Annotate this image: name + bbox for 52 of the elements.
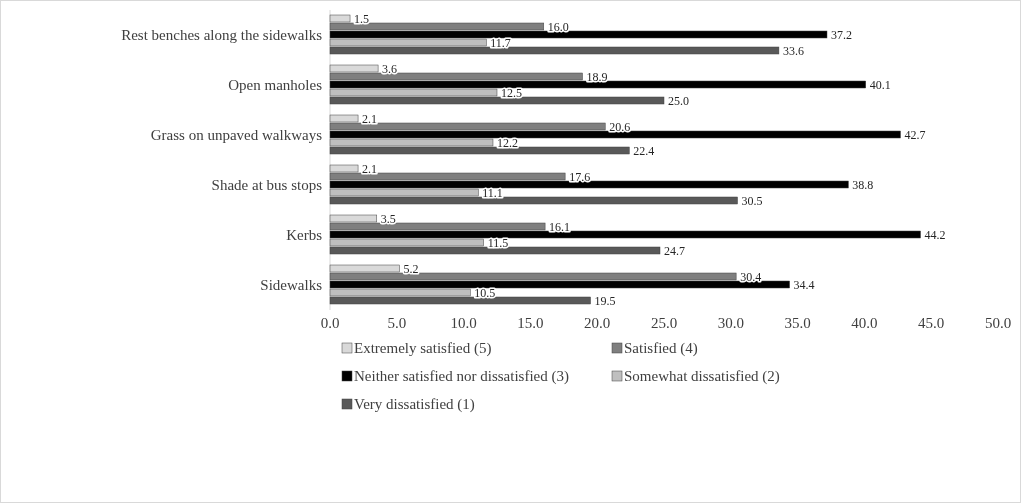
data-label: 16.1 xyxy=(549,220,571,234)
x-tick-label: 35.0 xyxy=(784,315,811,331)
x-tick-label: 25.0 xyxy=(650,315,678,331)
y-tick-label: Grass on unpaved walkways xyxy=(150,127,323,143)
x-tick-label: 0.0 xyxy=(320,315,340,331)
data-label: 30.5 xyxy=(741,194,763,208)
data-label: 18.9 xyxy=(586,70,608,84)
data-label: 12.2 xyxy=(496,136,518,150)
data-label: 19.5 xyxy=(594,294,616,308)
y-tick-label: Shade at bus stops xyxy=(211,177,323,193)
x-tick-label: 10.0 xyxy=(450,315,477,331)
data-label: 37.2 xyxy=(830,28,852,42)
legend-label: Very dissatisfied (1) xyxy=(354,396,475,413)
data-label: 11.1 xyxy=(482,186,503,200)
x-tick-label: 15.0 xyxy=(517,315,544,331)
data-label: 11.7 xyxy=(490,36,511,50)
data-label: 10.5 xyxy=(474,286,496,300)
data-label: 2.1 xyxy=(362,162,378,176)
data-label: 44.2 xyxy=(924,228,946,242)
legend-label: Neither satisfied nor dissatisfied (3) xyxy=(354,368,569,385)
data-label: 20.6 xyxy=(609,120,631,134)
data-label: 25.0 xyxy=(668,94,689,108)
y-tick-label: Open manholes xyxy=(228,77,323,93)
y-tick-label: Kerbs xyxy=(286,227,323,243)
legend-label: Extremely satisfied (5) xyxy=(354,340,492,357)
data-label: 30.4 xyxy=(740,270,762,284)
data-label: 2.1 xyxy=(362,112,378,126)
data-label: 22.4 xyxy=(633,144,655,158)
x-tick-label: 40.0 xyxy=(851,315,878,331)
x-tick-label: 5.0 xyxy=(387,315,407,331)
data-label: 42.7 xyxy=(904,128,926,142)
legend-label: Satisfied (4) xyxy=(624,340,698,357)
data-label: 16.0 xyxy=(547,20,569,34)
data-label: 12.5 xyxy=(501,86,522,100)
data-label: 24.7 xyxy=(663,244,685,258)
data-label: 38.8 xyxy=(852,178,874,192)
y-tick-label: Rest benches along the sidewalks xyxy=(121,27,323,43)
data-label: 1.5 xyxy=(354,12,370,26)
y-tick-label: Sidewalks xyxy=(260,277,323,293)
x-tick-label: 50.0 xyxy=(984,315,1012,331)
data-label: 34.4 xyxy=(793,278,815,292)
data-label: 33.6 xyxy=(782,44,804,58)
data-label: 3.5 xyxy=(380,212,396,226)
data-label: 17.6 xyxy=(569,170,591,184)
x-tick-label: 30.0 xyxy=(717,315,744,331)
legend-label: Somewhat dissatisfied (2) xyxy=(624,368,780,385)
data-label: 40.1 xyxy=(869,78,891,92)
data-label: 11.5 xyxy=(487,236,509,250)
x-tick-label: 20.0 xyxy=(584,315,611,331)
data-label: 5.2 xyxy=(403,262,419,276)
data-label: 3.6 xyxy=(382,62,398,76)
x-tick-label: 45.0 xyxy=(918,315,945,331)
